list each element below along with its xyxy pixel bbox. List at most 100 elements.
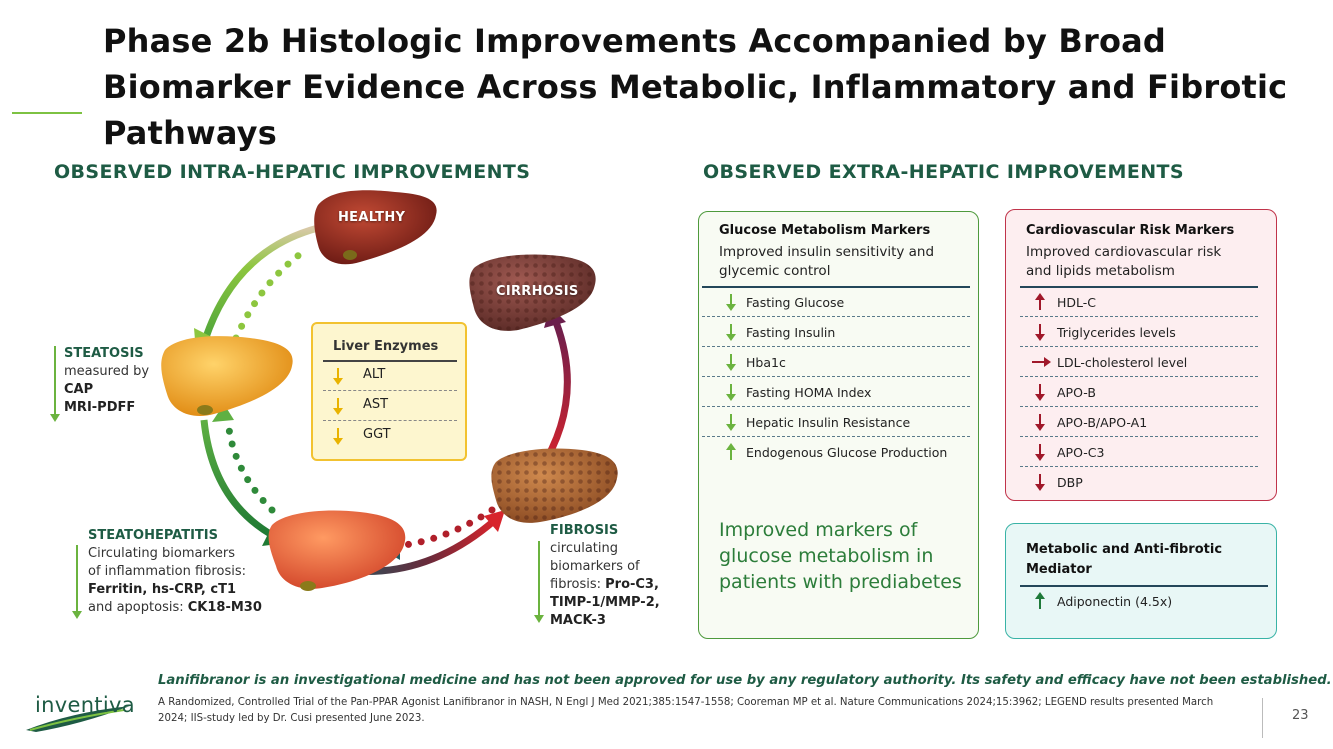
- enzyme-row: ALT: [323, 361, 457, 391]
- down-arrow-icon: [1035, 384, 1045, 401]
- marker-label: DBP: [1057, 475, 1083, 490]
- marker-label: Hepatic Insulin Resistance: [746, 415, 911, 430]
- list-item: Endogenous Glucose Production: [702, 437, 970, 467]
- fibrosis-line3-bold: Pro-C3,: [605, 577, 659, 592]
- list-item: Fasting Glucose: [702, 287, 970, 317]
- liver-steatosis: [161, 336, 293, 416]
- arc-steatosis-to-steatohepatitis: [200, 419, 274, 539]
- steatosis-line1: measured by: [64, 364, 150, 379]
- extra-hepatic-heading: OBSERVED EXTRA-HEPATIC IMPROVEMENTS: [703, 161, 1184, 183]
- arc-healthy-to-steatosis: [201, 224, 319, 342]
- metabolic-mediator-panel: Metabolic and Anti-fibrotic Mediator Adi…: [1005, 523, 1277, 639]
- steatosis-label: STEATOSIS measured by CAP MRI-PDFF: [64, 345, 149, 417]
- dotted-path-steatosis-healthy: [232, 246, 310, 342]
- down-arrow-icon: [726, 414, 736, 431]
- enzyme-row: AST: [323, 391, 457, 421]
- list-item: Fasting HOMA Index: [702, 377, 970, 407]
- glucose-panel-subtitle-1: Improved insulin sensitivity and: [719, 244, 935, 260]
- marker-label: APO-B/APO-A1: [1057, 415, 1148, 430]
- fibrosis-line4: TIMP-1/MMP-2,: [550, 595, 660, 610]
- title-accent-rule: [12, 112, 82, 114]
- down-arrow-icon: [726, 324, 736, 341]
- glucose-panel-subtitle-2: glycemic control: [719, 263, 831, 279]
- fibrosis-label: FIBROSIS circulating biomarkers of fibro…: [550, 522, 660, 630]
- steatohepatitis-line2: of inflammation fibrosis:: [88, 564, 246, 579]
- list-item: HDL-C: [1020, 287, 1258, 317]
- liver-healthy: [314, 190, 437, 265]
- liver-enzymes-box: Liver Enzymes ALT AST GGT: [311, 322, 467, 461]
- marker-label: Endogenous Glucose Production: [746, 445, 948, 460]
- cardio-panel-subtitle-1: Improved cardiovascular risk: [1026, 244, 1222, 260]
- dotted-path-fibrosis-steatohepatitis: [401, 506, 496, 549]
- down-arrow-icon: [1035, 444, 1045, 461]
- logo-text: inventiva: [35, 693, 135, 717]
- enzyme-row: GGT: [323, 421, 457, 451]
- liver-enzymes-title: Liver Enzymes: [333, 339, 439, 354]
- right-arrow-icon: [1032, 357, 1051, 367]
- liver-enzymes-rule: [323, 360, 457, 362]
- steatohepatitis-label: STEATOHEPATITIS Circulating biomarkers o…: [88, 527, 262, 617]
- list-item: Adiponectin (4.5x): [1020, 586, 1268, 616]
- arrowhead-fibrosis: [484, 510, 505, 532]
- up-arrow-icon: [726, 443, 736, 460]
- fibrosis-line1: circulating: [550, 541, 618, 556]
- marker-label: Fasting Insulin: [746, 325, 836, 340]
- down-arrow-icon: [1035, 414, 1045, 431]
- steatohepatitis-line1: Circulating biomarkers: [88, 546, 236, 561]
- fibrosis-line2: biomarkers of: [550, 559, 640, 574]
- down-arrow-icon: [726, 294, 736, 311]
- marker-label: Triglycerides levels: [1057, 325, 1176, 340]
- list-item: Fasting Insulin: [702, 317, 970, 347]
- page-separator: [1262, 698, 1263, 738]
- steatosis-cap: CAP: [64, 382, 94, 397]
- marker-label: APO-B: [1057, 385, 1096, 400]
- glucose-panel-rule: [702, 286, 970, 288]
- steatohepatitis-name: STEATOHEPATITIS: [88, 528, 218, 543]
- down-arrow-icon: [333, 368, 343, 385]
- down-arrow-icon: [726, 384, 736, 401]
- steatohepatitis-line4-pre: and apoptosis:: [88, 600, 188, 615]
- down-arrow-icon: [333, 398, 343, 415]
- marker-label: Fasting Glucose: [746, 295, 845, 310]
- marker-label: Adiponectin (4.5x): [1057, 594, 1173, 609]
- liver-cirrhosis: [469, 254, 596, 331]
- page-number: 23: [1292, 708, 1309, 723]
- fibrosis-line3-pre: fibrosis:: [550, 577, 606, 592]
- list-item: APO-B: [1020, 377, 1258, 407]
- enzyme-label: AST: [363, 397, 389, 412]
- enzyme-label: ALT: [363, 367, 386, 382]
- liver-steatohepatitis: [268, 510, 406, 591]
- mediator-panel-rule: [1020, 585, 1268, 587]
- cardio-panel-subtitle-2: and lipids metabolism: [1026, 263, 1175, 279]
- fibrosis-line5: MACK-3: [550, 613, 606, 628]
- down-arrow-icon: [1035, 324, 1045, 341]
- marker-label: Fasting HOMA Index: [746, 385, 872, 400]
- cardio-panel-title: Cardiovascular Risk Markers: [1026, 223, 1235, 238]
- marker-label: HDL-C: [1057, 295, 1097, 310]
- arc-fibrosis-to-cirrhosis: [537, 320, 571, 472]
- list-item: Hepatic Insulin Resistance: [702, 407, 970, 437]
- mediator-title-1: Metabolic and Anti-fibrotic: [1026, 542, 1223, 557]
- dotted-path-steatohepatitis-steatosis: [224, 416, 276, 514]
- fibrosis-down-arrow-icon: [534, 541, 544, 623]
- list-item: Triglycerides levels: [1020, 317, 1258, 347]
- cardiovascular-panel: Cardiovascular Risk Markers Improved car…: [1005, 209, 1277, 501]
- glucose-metabolism-panel: Glucose Metabolism Markers Improved insu…: [698, 211, 979, 639]
- liver-fibrosis: [491, 448, 618, 523]
- list-item: APO-C3: [1020, 437, 1258, 467]
- list-item: LDL-cholesterol level: [1020, 347, 1258, 377]
- down-arrow-icon: [333, 428, 343, 445]
- up-arrow-icon: [1035, 293, 1045, 310]
- marker-label: Hba1c: [746, 355, 786, 370]
- steatohepatitis-line4-bold: CK18-M30: [187, 600, 262, 615]
- references: A Randomized, Controlled Trial of the Pa…: [158, 697, 1214, 724]
- list-item: DBP: [1020, 467, 1258, 497]
- fibrosis-name: FIBROSIS: [550, 523, 619, 538]
- cardio-panel-rule: [1020, 286, 1258, 288]
- cirrhosis-label: CIRRHOSIS: [496, 284, 579, 299]
- arrowhead-steatosis-reverse: [212, 404, 234, 422]
- liver-cycle-diagram: [161, 190, 618, 591]
- enzyme-label: GGT: [363, 427, 391, 442]
- steatohepatitis-line3: Ferritin, hs-CRP, cT1: [88, 582, 237, 597]
- intra-hepatic-heading: OBSERVED INTRA-HEPATIC IMPROVEMENTS: [54, 161, 531, 183]
